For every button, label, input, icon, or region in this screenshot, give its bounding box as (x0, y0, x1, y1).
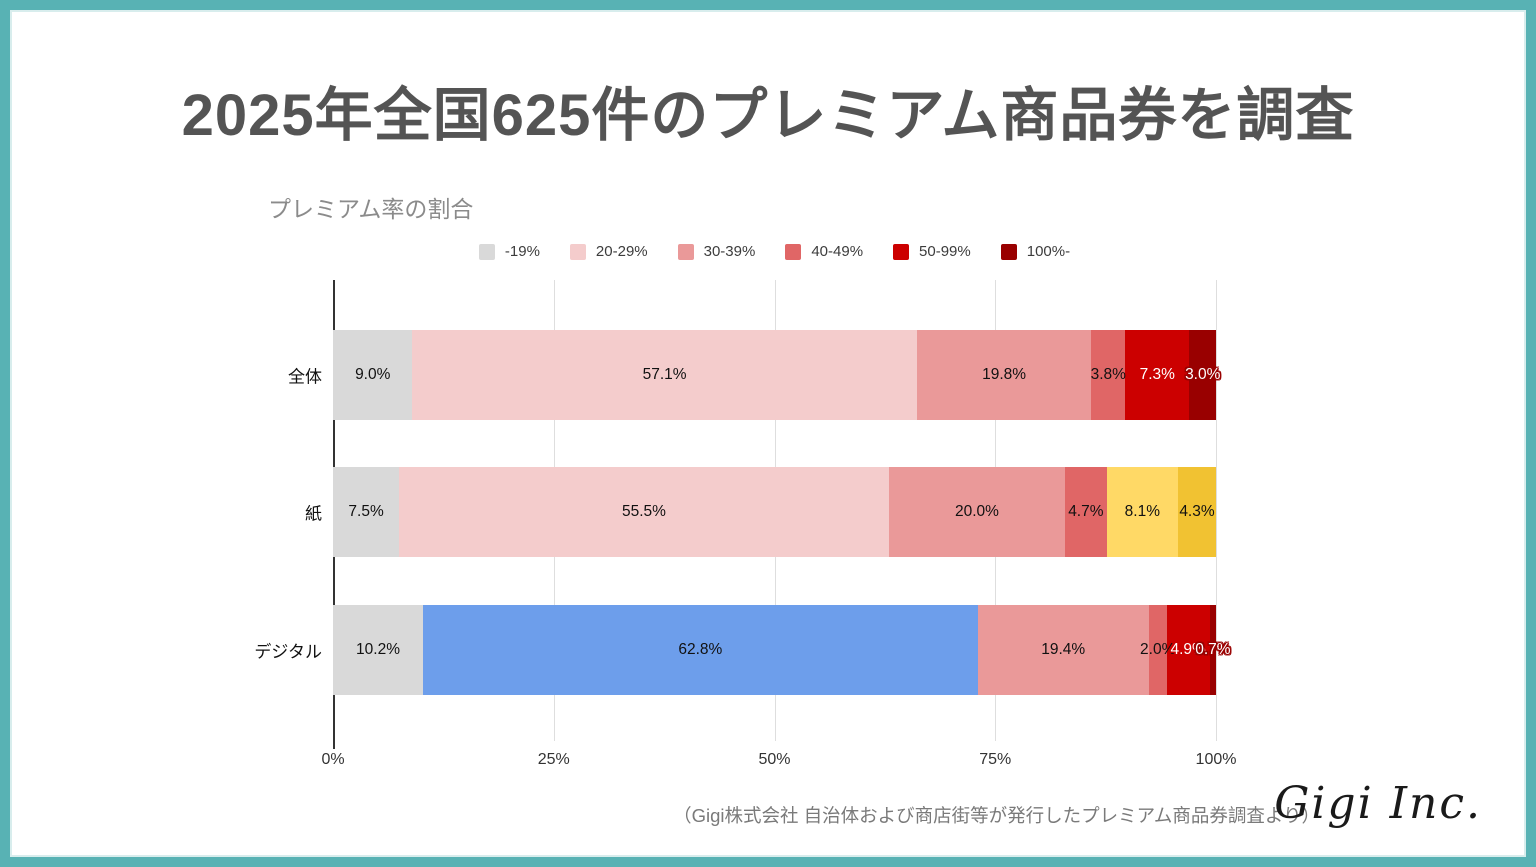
source-note: （Gigi株式会社 自治体および商店街等が発行したプレミアム商品券調査より） (673, 805, 1320, 826)
company-logo: Gigi Inc. (1274, 778, 1482, 829)
chart-legend: -19% 20-29% 30-39% 40-49% 50-99% 100%- (333, 243, 1216, 260)
legend-label: 100%- (1026, 243, 1071, 260)
x-axis-tick-label: 50% (758, 751, 791, 768)
legend-item: -19% (478, 243, 540, 260)
bar-segment: 4.9% (1166, 605, 1210, 695)
bar-segment: 19.8% (916, 330, 1092, 420)
bar-category-label: 全体 (288, 367, 322, 387)
gridline (1216, 280, 1217, 741)
bar-segment-label: 0.7% (1195, 641, 1231, 658)
chart-title: プレミアム率の割合 (268, 196, 474, 222)
bar-segment-label: 20.0% (954, 503, 999, 520)
stacked-bar: 10.2% 62.8% 19.4% 2.0% 4.9% 0.7% (333, 605, 1231, 695)
bar-segment-label: 4.9% (1170, 641, 1206, 658)
legend-label: -19% (504, 243, 540, 260)
bar-segment: 55.5% (399, 467, 889, 557)
stacked-bar: 9.0% 57.1% 19.8% 3.8% 7.3% 3.0% (333, 330, 1220, 420)
bar-segment-label: 57.1% (642, 366, 687, 383)
bar-row: デジタル 10.2% 62.8% 19.4% 2.0% 4.9% 0.7% (254, 605, 1231, 695)
bar-segment: 2.0% (1140, 605, 1175, 695)
legend-item: 50-99% (893, 243, 971, 260)
legend-item: 20-29% (569, 243, 648, 260)
bar-row: 紙 7.5% 55.5% 20.0% 4.7% 8.1% 4.3% (305, 467, 1216, 557)
legend-color-chip (893, 243, 910, 260)
bar-category-label: デジタル (254, 642, 322, 662)
bar-segment: 4.3% (1178, 467, 1216, 557)
bar-segment: 10.2% (333, 605, 424, 695)
legend-label: 50-99% (919, 243, 971, 260)
x-axis-tick-label: 25% (537, 751, 570, 768)
bar-segment: 4.7% (1065, 467, 1107, 557)
bar-segment-label: 2.0% (1140, 641, 1176, 658)
legend-color-chip (478, 243, 495, 260)
x-axis-tick-label: 75% (979, 751, 1012, 768)
bar-segment: 7.3% (1125, 330, 1190, 420)
bar-category-label: 紙 (305, 504, 322, 524)
bar-row: 全体 9.0% 57.1% 19.8% 3.8% 7.3% 3.0% (288, 330, 1220, 420)
bar-segment: 7.5% (333, 467, 400, 557)
bar-segment-label: 4.7% (1068, 503, 1104, 520)
stacked-bar: 7.5% 55.5% 20.0% 4.7% 8.1% 4.3% (333, 467, 1216, 557)
bar-segment-label: 55.5% (621, 503, 666, 520)
bar-segment-label: 19.4% (1041, 641, 1086, 658)
bar-segment: 3.0% (1185, 330, 1220, 420)
bar-segment-label: 10.2% (356, 641, 400, 658)
bar-segment: 57.1% (412, 330, 917, 420)
x-axis-tick-label: 100% (1195, 751, 1237, 768)
bar-segment: 3.8% (1090, 330, 1126, 420)
bar-segment-label: 3.0% (1185, 366, 1221, 383)
legend-label: 30-39% (703, 243, 756, 260)
bar-segment-label: 62.8% (678, 641, 723, 658)
bar-segment-label: 3.8% (1090, 366, 1126, 383)
legend-label: 20-29% (595, 243, 648, 260)
legend-item: 40-49% (785, 243, 863, 260)
bar-segment-label: 8.1% (1124, 503, 1160, 520)
x-axis-tick-label: 0% (321, 751, 345, 768)
bar-segment-label: 19.8% (982, 366, 1027, 383)
bar-segment-label: 9.0% (355, 366, 391, 383)
bar-segment: 0.7% (1195, 605, 1231, 695)
legend-item: 100%- (1000, 243, 1071, 260)
legend-color-chip (677, 243, 694, 260)
legend-color-chip (785, 243, 802, 260)
legend-item: 30-39% (677, 243, 756, 260)
bar-segment: 62.8% (423, 605, 978, 695)
bar-segment: 19.4% (977, 605, 1149, 695)
bar-segment-label: 7.3% (1139, 366, 1175, 383)
legend-color-chip (569, 243, 586, 260)
legend-label: 40-49% (811, 243, 864, 260)
plot-area: 全体 9.0% 57.1% 19.8% 3.8% 7.3% 3.0% 紙 7.5% 55.5% 20… (254, 280, 1236, 768)
page-title: 2025年全国625件のプレミアム商品券を調査 (181, 83, 1355, 148)
bar-segment: 8.1% (1106, 467, 1179, 557)
bar-segment: 9.0% (333, 330, 413, 420)
bar-segment-label: 7.5% (348, 503, 384, 520)
bar-segment: 20.0% (888, 467, 1066, 557)
legend-color-chip (1000, 243, 1017, 260)
bar-segment-label: 4.3% (1179, 503, 1215, 520)
